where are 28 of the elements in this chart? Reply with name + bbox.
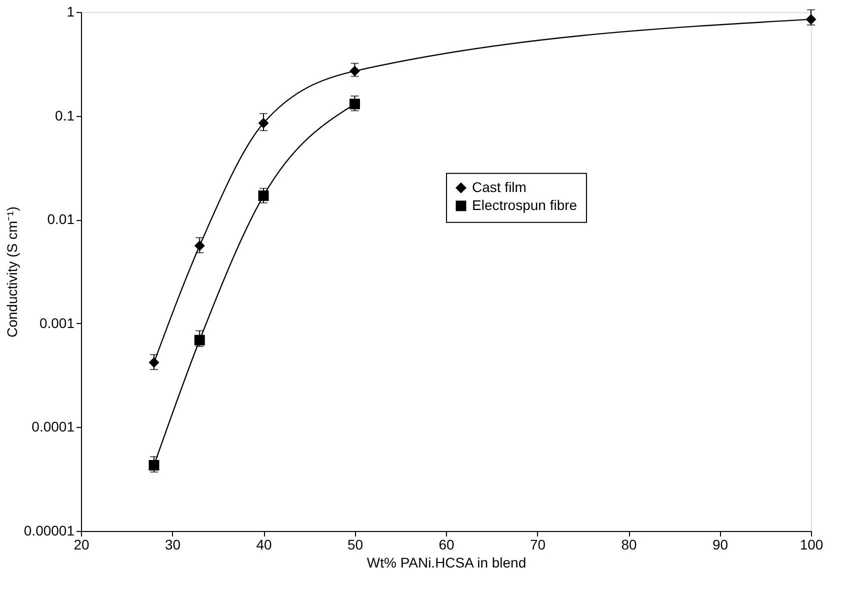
point (194, 240, 205, 251)
y-tick-label: 0.001 (39, 314, 75, 331)
x-tick-label: 70 (530, 536, 546, 552)
y-tick-label: 1 (66, 4, 75, 20)
point (258, 118, 269, 128)
x-axis-title: Wt% PANi.HCSA in blend (366, 554, 526, 570)
point (194, 334, 205, 346)
x-tick-label: 30 (164, 536, 181, 552)
x-tick-label: 80 (621, 536, 637, 552)
point (350, 66, 360, 76)
y-tick-label: 0.1 (55, 107, 75, 124)
y-tick-label: 0.01 (47, 211, 75, 228)
x-tick-label: 20 (74, 536, 90, 552)
point (806, 14, 816, 25)
legend-label: Cast film (472, 178, 526, 195)
x-tick-label: 90 (712, 536, 728, 552)
point (258, 190, 269, 201)
y-axis-title: Conductivity (S cm⁻¹) (4, 206, 20, 338)
y-tick-label: 0.00001 (24, 522, 75, 538)
x-tick-label: 100 (800, 536, 824, 552)
x-tick-label: 40 (256, 536, 272, 552)
legend-label: Electrospun fibre (472, 196, 578, 213)
y-tick-label: 0.0001 (32, 418, 75, 435)
point (148, 357, 160, 368)
point (350, 98, 360, 110)
x-tick-label: 50 (347, 536, 364, 552)
point (148, 460, 160, 470)
x-tick-label: 60 (438, 536, 454, 552)
